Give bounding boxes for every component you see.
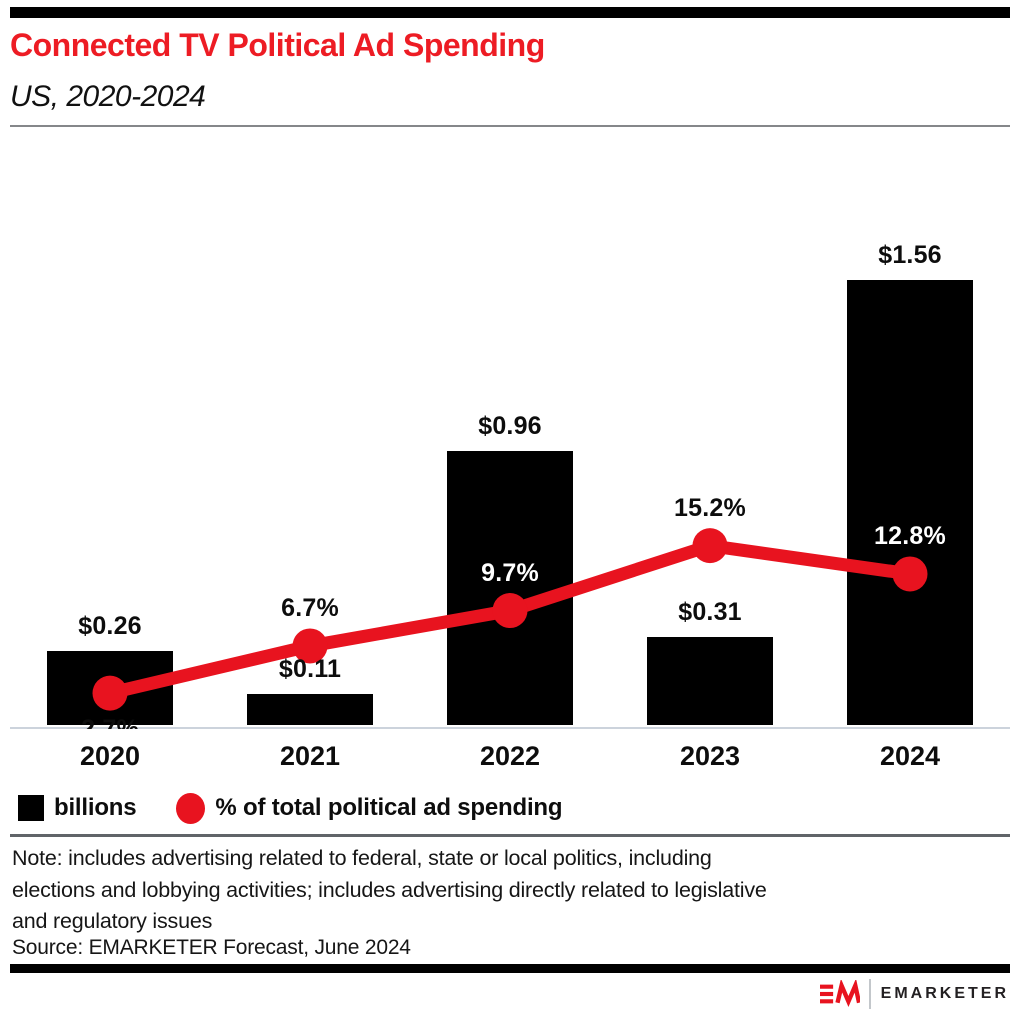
bar-value-label-2023: $0.31 — [678, 597, 742, 626]
plot-area: $0.26 $0.11 $0.96 $0.31 $1.56 2.7% 6.7% 9.7% 15.… — [10, 140, 1010, 729]
bar-value-label-2020: $0.26 — [78, 611, 142, 640]
pct-label-2020: 2.7% — [25, 715, 195, 729]
line-dot-2024 — [892, 556, 928, 592]
page-subtitle: US, 2020-2024 — [10, 80, 206, 113]
footnote-divider — [10, 834, 1010, 837]
pct-label-2021: 6.7% — [281, 593, 339, 622]
legend-line-label: % of total political ad spending — [215, 794, 563, 821]
source-text: Source: EMARKETER Forecast, June 2024 — [12, 936, 411, 959]
pct-label-2023: 15.2% — [674, 493, 746, 522]
bar-value-label-2024: $1.56 — [878, 241, 942, 270]
bar-value-label-2022: $0.96 — [478, 412, 542, 441]
line-dot-2020 — [92, 675, 128, 711]
x-tick-2023: 2023 — [679, 741, 741, 771]
legend-line-dot-icon — [176, 792, 206, 824]
pct-label-2024: 12.8% — [874, 521, 946, 550]
legend-bar-swatch-icon — [18, 795, 44, 821]
x-tick-2022: 2022 — [479, 741, 541, 771]
note-text: Note: includes advertising related to fe… — [12, 846, 767, 933]
header-divider — [10, 125, 1010, 127]
line-dot-2021 — [292, 628, 328, 664]
x-tick-2021: 2021 — [279, 741, 341, 771]
bar-value-label-2021: $0.11 — [278, 654, 342, 683]
x-axis-baseline — [10, 727, 1010, 729]
footer-rule — [10, 964, 1010, 973]
legend-bar-label: billions — [54, 794, 137, 821]
pct-label-2022: 9.7% — [481, 558, 539, 587]
emarketer-monogram-icon — [819, 979, 860, 1007]
bar-2024 — [847, 280, 973, 725]
bar-2023 — [647, 636, 773, 725]
bar-2021 — [247, 693, 373, 725]
bar-2022 — [447, 451, 573, 725]
legend: billions % of total political ad spendin… — [18, 790, 563, 826]
top-rule — [10, 7, 1010, 18]
line-dot-2023 — [692, 528, 728, 564]
line-dot-2022 — [492, 593, 528, 629]
logo-wordmark: EMARKETER — [880, 984, 1009, 1002]
pct-line-series — [92, 528, 928, 711]
x-tick-2020: 2020 — [79, 741, 141, 771]
page-title: Connected TV Political Ad Spending — [10, 27, 545, 63]
logo-divider — [868, 978, 871, 1009]
x-tick-2024: 2024 — [879, 741, 941, 771]
emarketer-logo: EMARKETER — [819, 978, 1009, 1009]
